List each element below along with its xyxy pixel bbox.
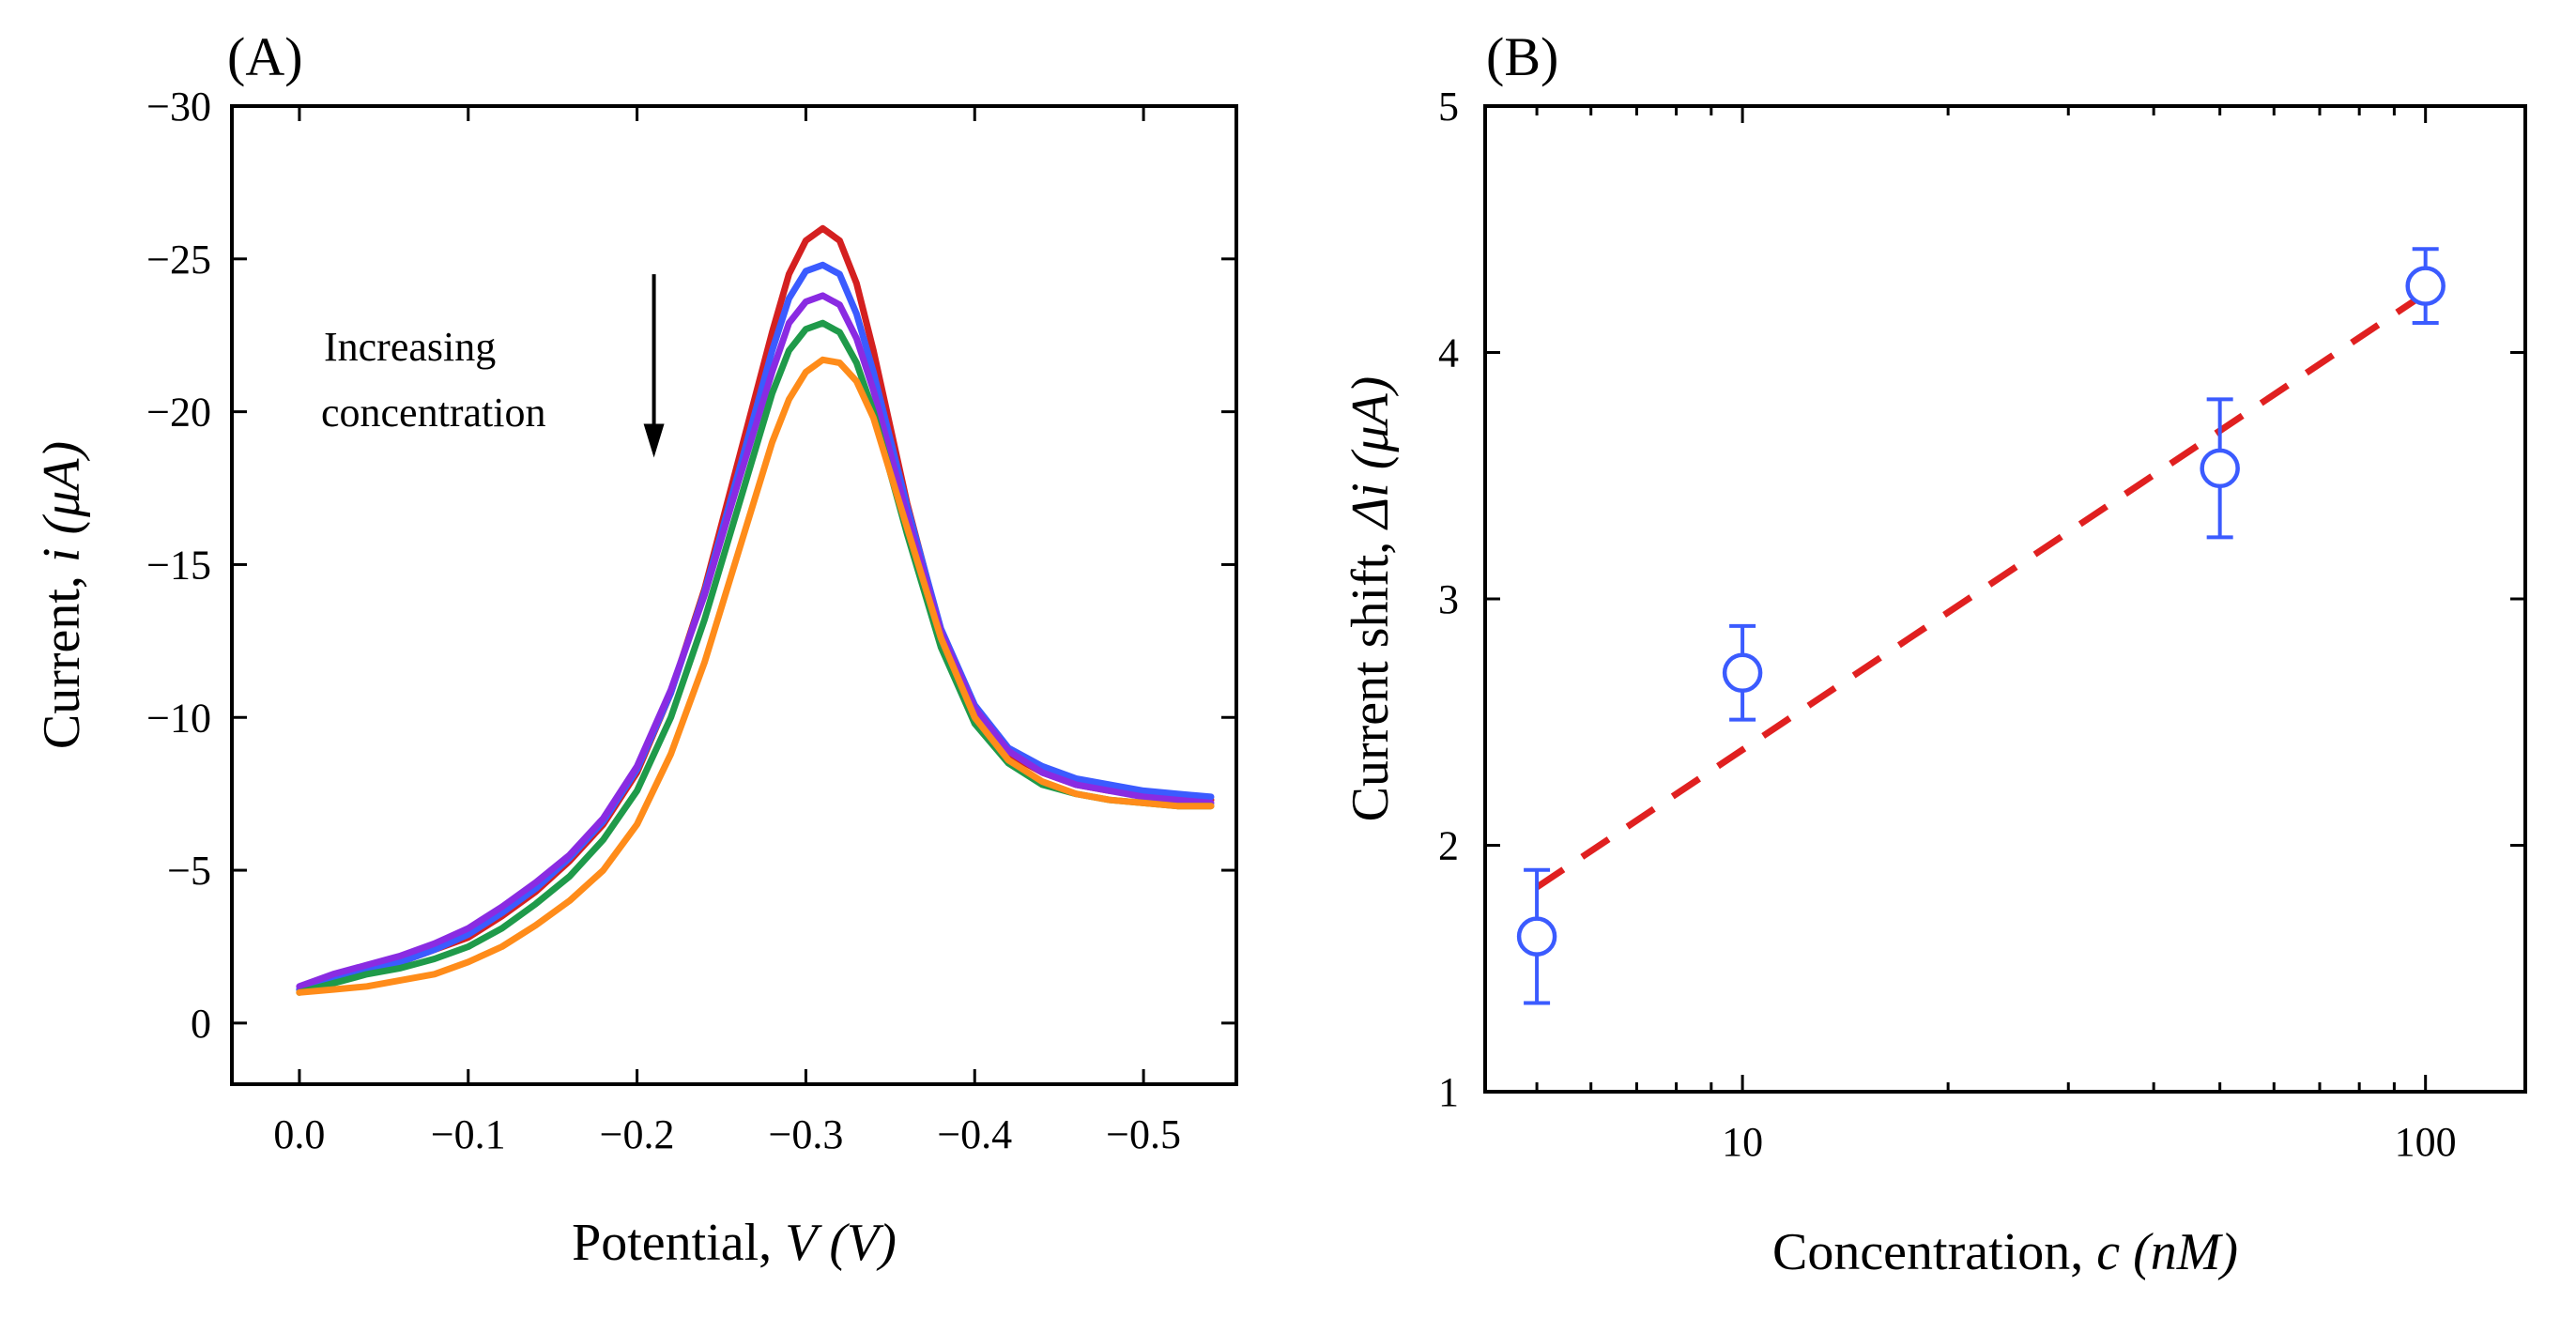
panel-b-x-axis-label: Concentration, c (nM) — [1772, 1223, 2238, 1281]
concentration-arrow — [643, 274, 665, 458]
panel-a-y-axis-label: Current, i (μA) — [33, 441, 91, 749]
panel-a-plot-frame — [230, 104, 1238, 1086]
panel-b-y-tick-label: 4 — [1438, 330, 1459, 376]
panel-b-y-tick-label: 3 — [1438, 576, 1459, 622]
panel-a-x-tick-label: −0.3 — [769, 1111, 844, 1157]
panel-b-plot-frame — [1483, 104, 2527, 1094]
panel-a-y-tick-label: −10 — [146, 695, 211, 741]
panel-a-y-tick-label: −30 — [146, 84, 211, 130]
panel-a-x-tick-label: −0.4 — [937, 1111, 1012, 1157]
panel-a-y-tick-label: −15 — [146, 542, 211, 588]
data-marker — [1516, 916, 1557, 957]
panel-a-y-ticks: 0 −5 −10 −15 −20 −25 −30 — [146, 84, 1236, 1047]
data-marker — [2405, 266, 2446, 306]
series-line-blue — [296, 261, 1215, 993]
panel-b-points-group — [1516, 247, 2446, 1005]
panel-b-y-axis-label: Current shift, Δi (μA) — [1342, 376, 1400, 822]
data-point — [1516, 867, 1557, 1005]
panel-a-x-tick-label: −0.1 — [431, 1111, 506, 1157]
panel-b-x-ticks: 10 100 — [1535, 106, 2457, 1165]
panel-a-y-tick-label: −5 — [167, 848, 211, 894]
panel-b: (B) 10 100 1 2 3 4 5 Concentration, c (nM) Cu… — [1342, 26, 2527, 1281]
data-marker — [1722, 652, 1763, 693]
panel-a-x-tick-label: −0.2 — [600, 1111, 675, 1157]
panel-b-y-ticks: 1 2 3 4 5 — [1438, 84, 2525, 1115]
annotation-line-1: Increasing — [324, 324, 496, 370]
panel-a-y-tick-label: 0 — [191, 1001, 211, 1047]
panel-b-y-tick-label: 5 — [1438, 84, 1459, 130]
annotation-line-2: concentration — [321, 390, 545, 436]
panel-a-series-group — [296, 224, 1215, 996]
panel-a-x-ticks: 0.0 −0.1 −0.2 −0.3 −0.4 −0.5 — [273, 106, 1181, 1157]
arrow-head — [643, 423, 665, 458]
panel-a-x-tick-label: −0.5 — [1106, 1111, 1181, 1157]
data-point — [1722, 623, 1763, 722]
series-line-orange — [296, 356, 1215, 996]
panel-b-x-tick-label: 100 — [2395, 1119, 2457, 1165]
data-point — [2405, 247, 2446, 325]
panel-b-label: (B) — [1486, 26, 1558, 87]
series-line-violet — [296, 292, 1215, 990]
panel-a-x-tick-label: 0.0 — [273, 1111, 325, 1157]
panel-b-x-tick-label: 10 — [1722, 1119, 1763, 1165]
data-marker — [2200, 448, 2240, 489]
panel-a: (A) 0.0 −0.1 −0.2 −0.3 −0.4 −0.5 0 −5 −10 −15 −20… — [33, 26, 1238, 1272]
fit-line — [1535, 290, 2428, 891]
panel-b-y-tick-label: 2 — [1438, 823, 1459, 869]
panel-b-fit-group — [1535, 290, 2428, 891]
panel-b-y-tick-label: 1 — [1438, 1069, 1459, 1115]
data-point — [2200, 397, 2240, 540]
panel-a-y-tick-label: −20 — [146, 390, 211, 436]
panel-a-x-axis-label: Potential, V (V) — [572, 1214, 897, 1272]
panel-a-label: (A) — [227, 26, 303, 87]
panel-a-y-tick-label: −25 — [146, 237, 211, 283]
